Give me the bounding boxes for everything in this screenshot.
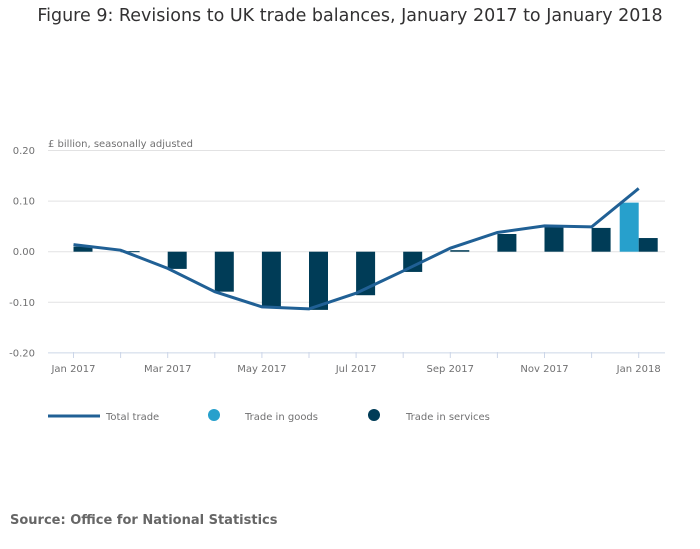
chart: £ billion, seasonally adjusted 0.20 0.10 0… bbox=[9, 139, 665, 423]
chart-title: Figure 9: Revisions to UK trade balances… bbox=[37, 6, 663, 26]
legend-goods-swatch bbox=[208, 409, 220, 421]
bar-services bbox=[356, 251, 376, 296]
bar-services bbox=[261, 251, 281, 307]
bar-services bbox=[309, 251, 328, 310]
x-tick-label: Jan 2017 bbox=[50, 364, 95, 375]
x-tick-label: May 2017 bbox=[237, 364, 286, 375]
y-axis-label: £ billion, seasonally adjusted bbox=[48, 139, 193, 150]
legend-total-trade-label: Total trade bbox=[105, 412, 159, 423]
x-tick-label: Jan 2018 bbox=[616, 364, 661, 375]
bar-services bbox=[450, 250, 470, 252]
y-tick-label: -0.10 bbox=[9, 298, 35, 309]
legend-services-label: Trade in services bbox=[405, 412, 490, 423]
bar-services bbox=[591, 227, 611, 252]
bar-services bbox=[73, 246, 93, 252]
line-total-trade bbox=[73, 187, 640, 311]
bar-services bbox=[403, 251, 423, 272]
y-tick-label: 0.20 bbox=[13, 146, 35, 157]
y-tick-label: 0.10 bbox=[13, 197, 35, 208]
bar-services bbox=[167, 251, 187, 269]
bar-services bbox=[544, 227, 564, 252]
bar-services bbox=[638, 238, 658, 252]
source-note: Source: Office for National Statistics bbox=[10, 513, 278, 528]
x-tick-label: Nov 2017 bbox=[520, 364, 568, 375]
x-tick-label: Sep 2017 bbox=[427, 364, 474, 375]
y-tick-label: -0.20 bbox=[9, 348, 35, 359]
x-tick-label: Mar 2017 bbox=[144, 364, 192, 375]
bar-services bbox=[497, 233, 517, 252]
legend-services-swatch bbox=[368, 409, 380, 421]
x-tick-label: Jul 2017 bbox=[335, 364, 377, 375]
legend-goods-label: Trade in goods bbox=[244, 412, 318, 423]
bar-services bbox=[120, 251, 140, 253]
y-tick-label: 0.00 bbox=[13, 247, 35, 258]
bar-goods bbox=[619, 202, 639, 252]
bar-services bbox=[214, 251, 234, 292]
